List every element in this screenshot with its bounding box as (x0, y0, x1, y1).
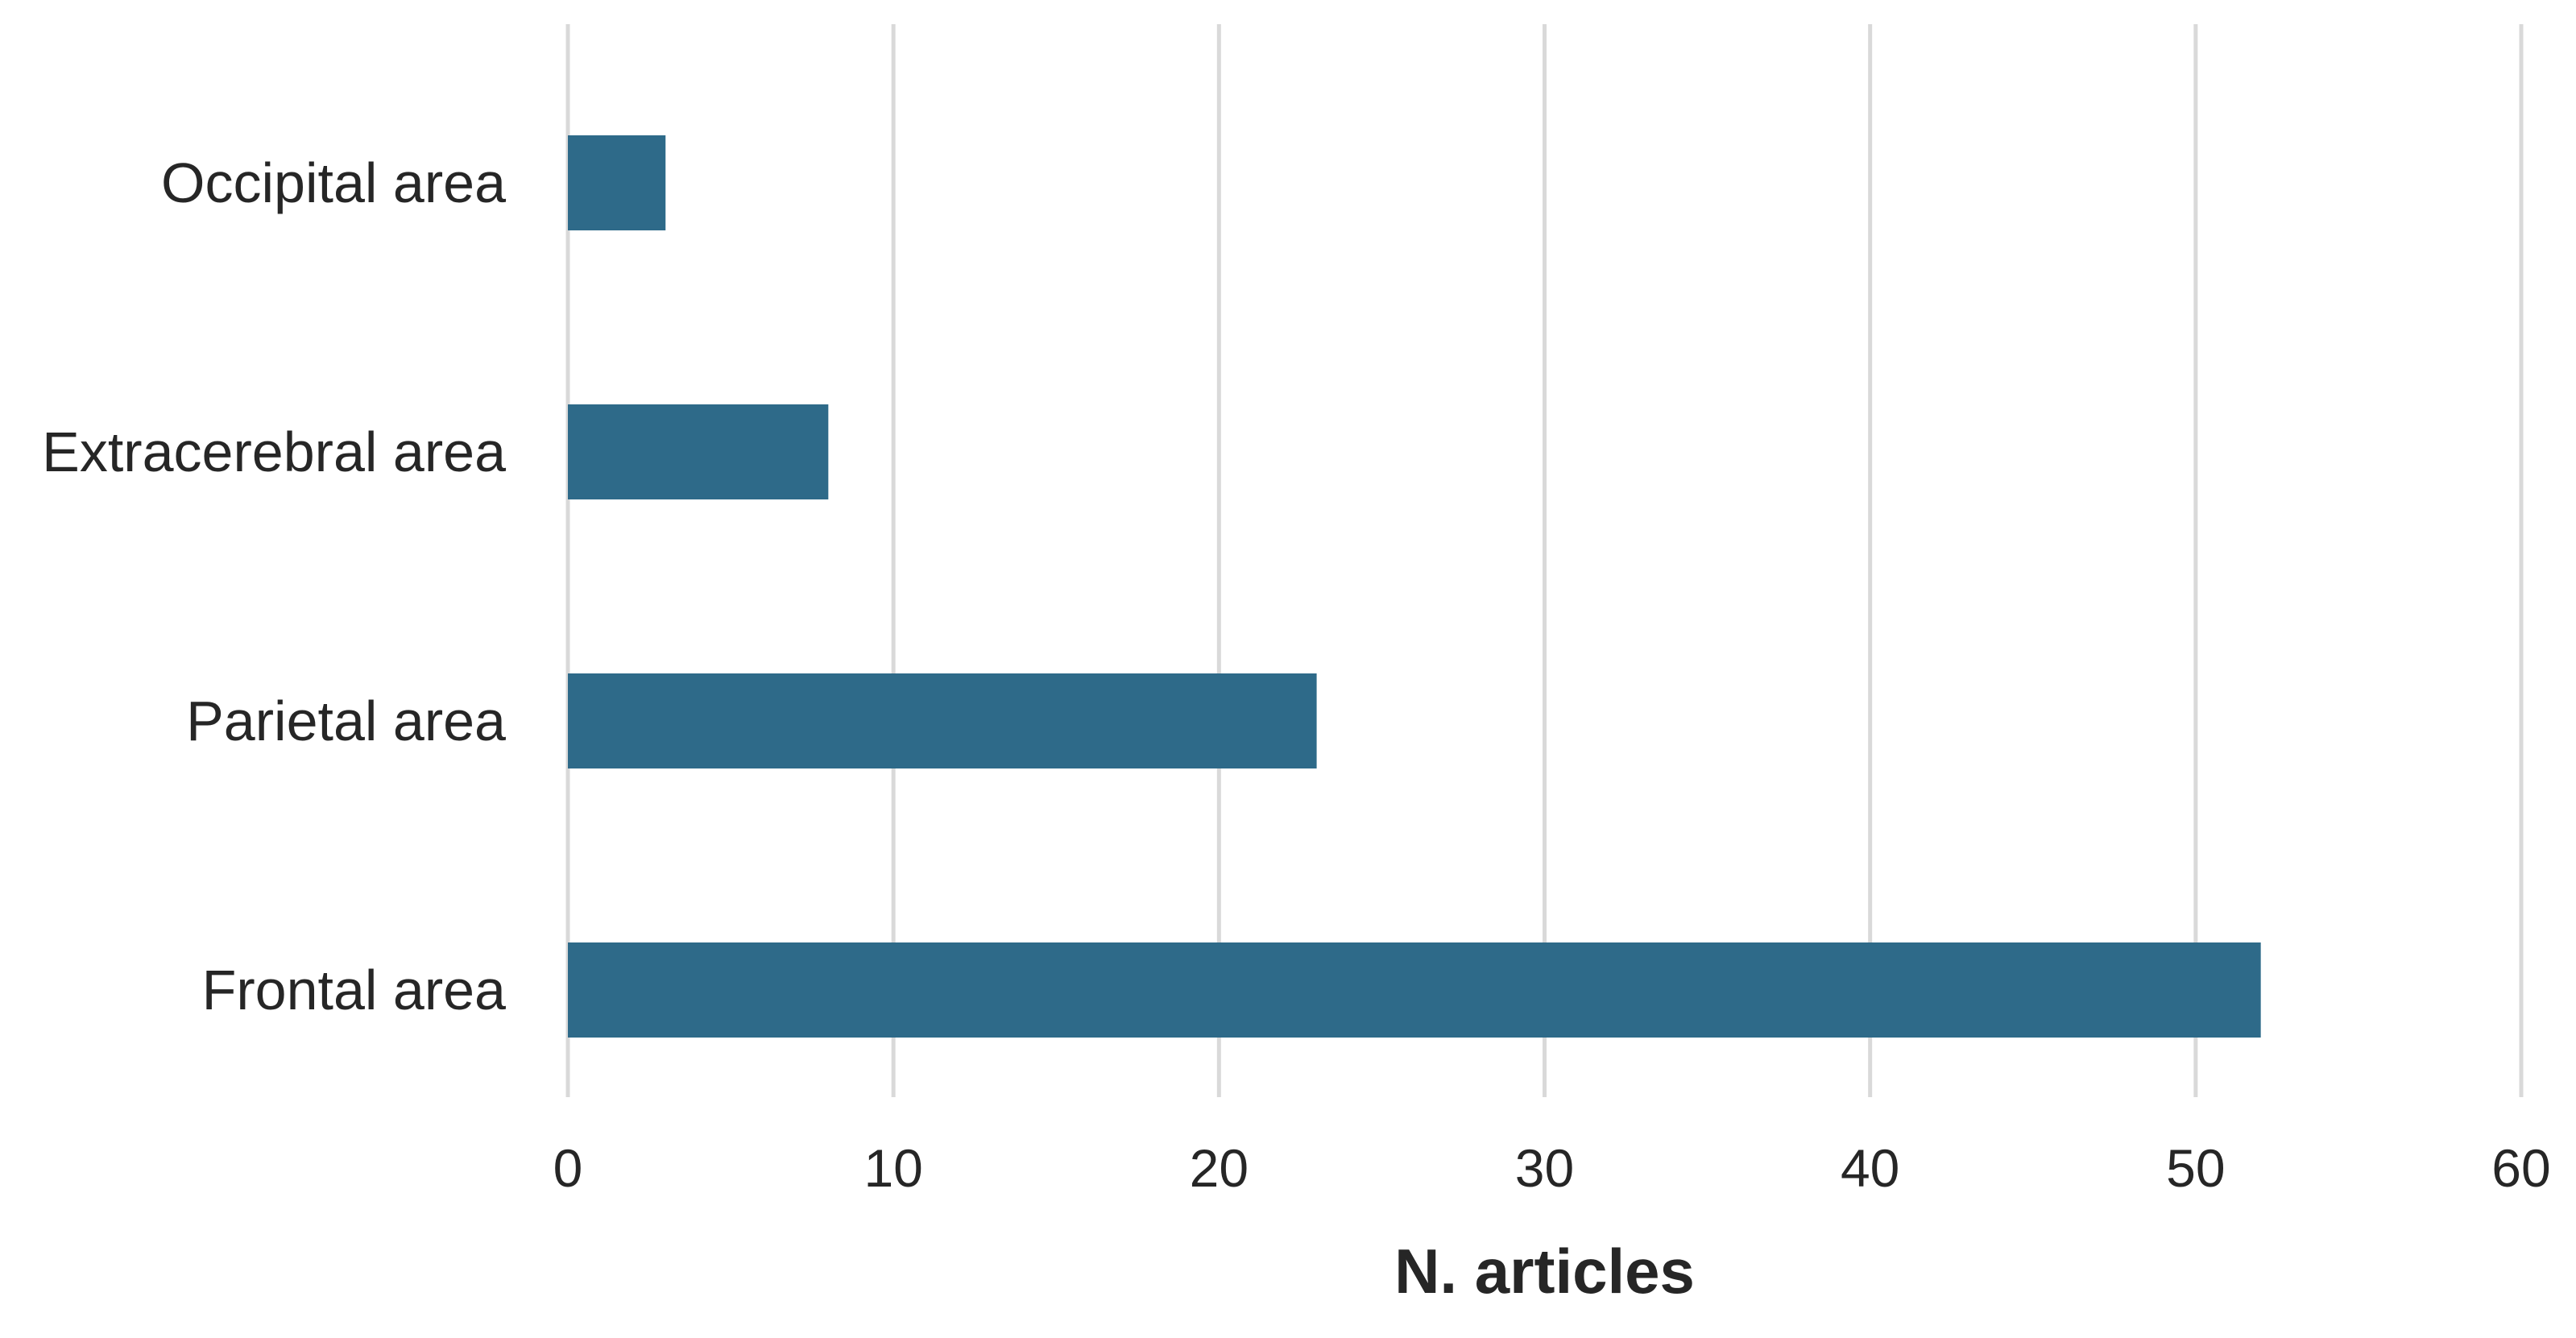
bar (568, 404, 829, 499)
x-tick-label: 40 (1841, 1138, 1899, 1198)
bar (568, 135, 666, 230)
category-label: Frontal area (202, 959, 506, 1021)
category-label: Extracerebral area (42, 420, 506, 483)
bars (568, 135, 2261, 1038)
x-tick-label: 60 (2491, 1138, 2550, 1198)
x-tick-label: 30 (1515, 1138, 1574, 1198)
category-label: Parietal area (186, 690, 506, 752)
x-tick-label: 50 (2166, 1138, 2225, 1198)
x-tick-label: 0 (553, 1138, 583, 1198)
bar (568, 673, 1317, 768)
category-labels: Occipital area Extracerebral area Parietal… (42, 151, 506, 1021)
gridlines (565, 24, 2524, 1097)
category-label: Occipital area (161, 151, 506, 214)
x-tick-label: 20 (1190, 1138, 1249, 1198)
x-tick-labels: 0 10 20 30 40 50 60 (553, 1138, 2551, 1198)
x-tick-label: 10 (863, 1138, 922, 1198)
bar (568, 942, 2261, 1038)
x-axis-title: N. articles (1394, 1236, 1695, 1307)
